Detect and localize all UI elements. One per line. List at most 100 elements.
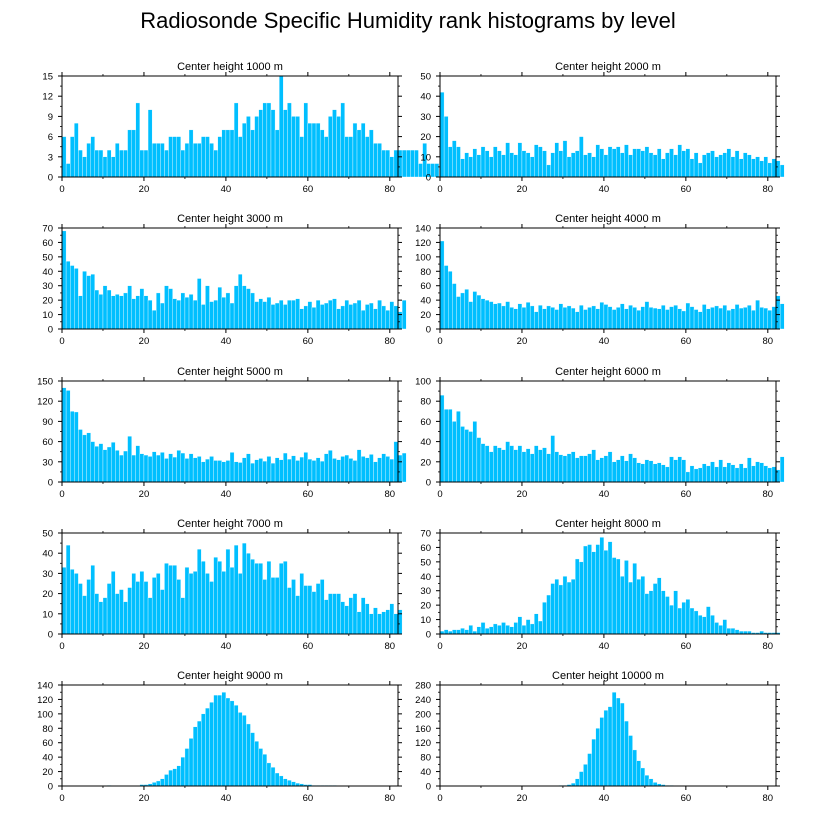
panel-title: Center height 8000 m (555, 518, 661, 530)
bar (443, 116, 449, 178)
bar (583, 154, 588, 178)
bar (74, 122, 79, 178)
bar (587, 152, 592, 178)
bar (369, 454, 374, 483)
bar (291, 781, 296, 787)
bar (443, 409, 449, 483)
bar (599, 717, 605, 787)
bar (291, 116, 296, 178)
bar (648, 307, 654, 330)
bar (147, 597, 153, 635)
y-tick-label: 60 (42, 437, 53, 448)
y-tick-label: 3 (48, 152, 53, 163)
bar (209, 581, 214, 635)
bar (98, 601, 104, 635)
bar (270, 767, 276, 787)
bar (456, 629, 461, 635)
bar (172, 768, 177, 787)
bar (311, 122, 317, 178)
bar (86, 432, 91, 483)
bar (693, 309, 699, 330)
x-tick-label: 80 (385, 489, 396, 500)
y-tick-label: 100 (415, 252, 431, 263)
bar (460, 292, 465, 330)
bar (422, 143, 427, 178)
bar (102, 285, 108, 330)
bar (258, 748, 263, 787)
y-tick-label: 0 (48, 782, 53, 793)
bar (579, 561, 584, 635)
bar (595, 459, 600, 483)
bar (328, 593, 333, 635)
bar (102, 449, 108, 483)
bar (336, 459, 341, 483)
bar (205, 136, 210, 178)
bar (106, 289, 112, 330)
y-tick-label: 120 (415, 238, 431, 249)
bar (180, 756, 186, 787)
bar (493, 445, 498, 483)
bar (562, 576, 568, 635)
bar (517, 303, 523, 330)
panel-1: Center height 1000 m 0 3 6 9 12 15 0 20 40 60 80 (42, 61, 440, 195)
bar (661, 305, 666, 330)
bar (197, 143, 202, 178)
bar (172, 565, 177, 635)
bar (730, 628, 736, 635)
bar (460, 158, 465, 178)
bar (464, 152, 469, 178)
bar (566, 305, 572, 330)
bar (303, 102, 309, 178)
bar (160, 302, 165, 330)
bar (270, 304, 276, 330)
bar (665, 466, 670, 483)
x-tick-label: 0 (437, 489, 442, 500)
bar (315, 299, 321, 330)
bar (393, 305, 399, 330)
bar (521, 451, 527, 483)
bar (90, 136, 95, 178)
bar (534, 613, 539, 635)
bar (168, 288, 173, 330)
bar (591, 449, 596, 483)
bar (460, 628, 465, 635)
bar (131, 129, 136, 178)
bar (554, 451, 560, 483)
bar (365, 603, 370, 635)
bar (344, 136, 350, 178)
bar (287, 780, 292, 787)
bar (775, 295, 781, 330)
bar (78, 149, 83, 178)
bar (439, 91, 445, 178)
bar (307, 122, 313, 178)
x-tick-label: 20 (517, 184, 528, 195)
bar (710, 150, 715, 178)
x-tick-label: 80 (763, 793, 774, 804)
bar (607, 451, 613, 483)
bar (767, 467, 773, 483)
bar (521, 150, 527, 178)
bar (98, 149, 104, 178)
bar (287, 102, 292, 178)
bar (278, 459, 284, 483)
bar (389, 301, 395, 330)
bar (468, 431, 473, 483)
y-tick-label: 60 (420, 543, 431, 554)
bar (689, 306, 695, 330)
bar (472, 291, 478, 330)
bar (233, 705, 239, 787)
bar (681, 150, 687, 178)
bar (295, 116, 300, 178)
y-tick-label: 60 (42, 238, 53, 249)
bar (225, 548, 231, 635)
bar (156, 292, 161, 330)
bar (217, 460, 222, 483)
bar (61, 387, 67, 483)
bar (311, 460, 317, 483)
bar (550, 307, 555, 330)
bar (734, 467, 740, 483)
bar (595, 544, 600, 635)
bar (697, 467, 703, 483)
bar (311, 591, 317, 635)
bar (644, 301, 650, 330)
